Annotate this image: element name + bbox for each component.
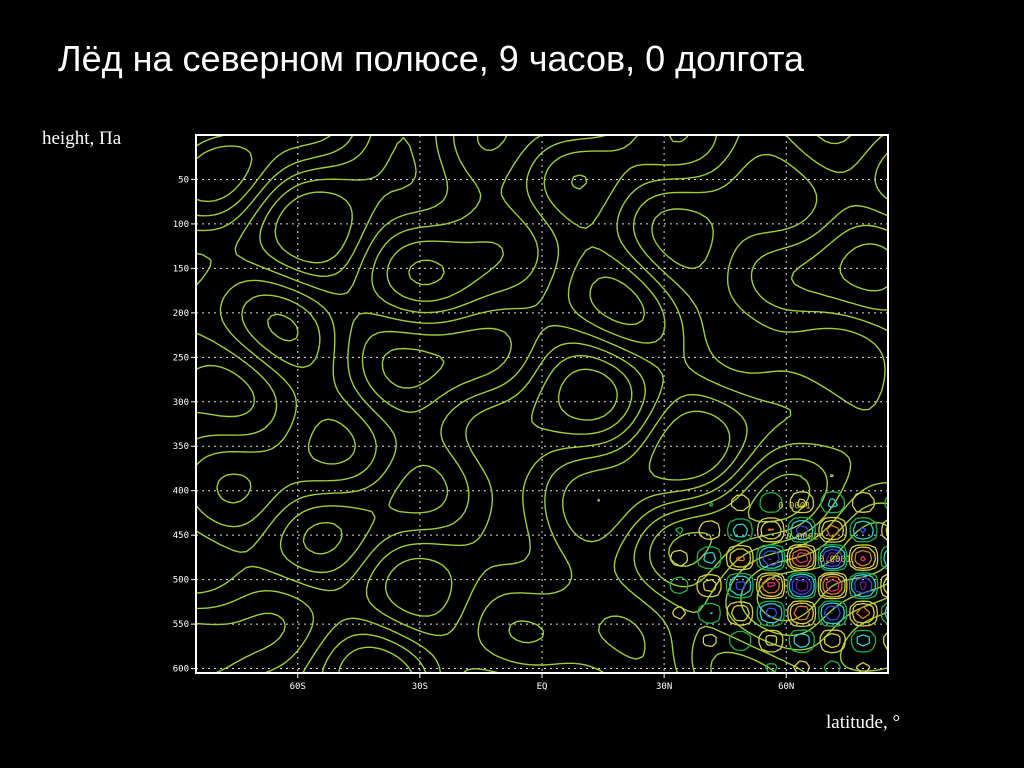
x-tick-labels: 60S 30S EQ 30N 60N — [290, 673, 794, 692]
contour-value-label: 0.0001 — [819, 555, 852, 565]
x-tick-label: 60S — [290, 682, 306, 692]
y-tick-label: 550 — [173, 620, 189, 630]
contour-plot-svg: 0.0001 0.0001 0.0002 50 100 150 200 250 300 350 4… — [160, 128, 900, 698]
y-tick-label: 450 — [173, 531, 189, 541]
contour-value-label: 0.0001 — [778, 501, 811, 511]
y-tick-label: 350 — [173, 442, 189, 452]
contour-line — [196, 135, 828, 673]
y-tick-label: 150 — [173, 264, 189, 274]
y-tick-label: 250 — [173, 353, 189, 363]
y-tick-label: 600 — [173, 665, 189, 675]
contour-line-colored — [669, 474, 888, 673]
y-tick-labels: 50 100 150 200 250 300 350 400 450 500 550 600 — [173, 175, 196, 675]
contour-labels: 0.0001 0.0001 0.0002 — [778, 501, 851, 564]
y-tick-label: 500 — [173, 576, 189, 586]
contour-lines — [196, 135, 888, 673]
contour-value-label: 0.0002 — [786, 533, 819, 543]
grid-lines — [196, 135, 888, 673]
contour-line-colored — [735, 525, 873, 621]
contour-line-colored — [669, 474, 888, 673]
x-tick-label: EQ — [537, 682, 548, 692]
x-axis-caption: latitude, ° — [826, 712, 901, 733]
contour-line-colored — [767, 552, 866, 592]
y-tick-label: 50 — [178, 175, 189, 185]
y-tick-label: 400 — [173, 487, 189, 497]
contour-line-colored — [703, 498, 888, 648]
contour-line — [196, 135, 888, 673]
y-tick-label: 200 — [173, 309, 189, 319]
contour-line-colored — [735, 524, 873, 621]
plot-background — [160, 128, 900, 698]
contour-plot: 0.0001 0.0001 0.0002 50 100 150 200 250 300 350 4… — [160, 128, 900, 698]
y-axis-caption: height, Па — [42, 128, 122, 149]
contour-line-colored — [702, 498, 888, 649]
y-tick-label: 300 — [173, 398, 189, 408]
y-tick-label: 100 — [173, 220, 189, 230]
x-tick-label: 30S — [412, 682, 428, 692]
x-tick-label: 60N — [778, 682, 794, 692]
contour-line-colored — [767, 551, 868, 615]
contour-line — [196, 145, 811, 567]
x-tick-label: 30N — [656, 682, 672, 692]
slide-title: Лёд на северном полюсе, 9 часов, 0 долго… — [58, 38, 805, 79]
